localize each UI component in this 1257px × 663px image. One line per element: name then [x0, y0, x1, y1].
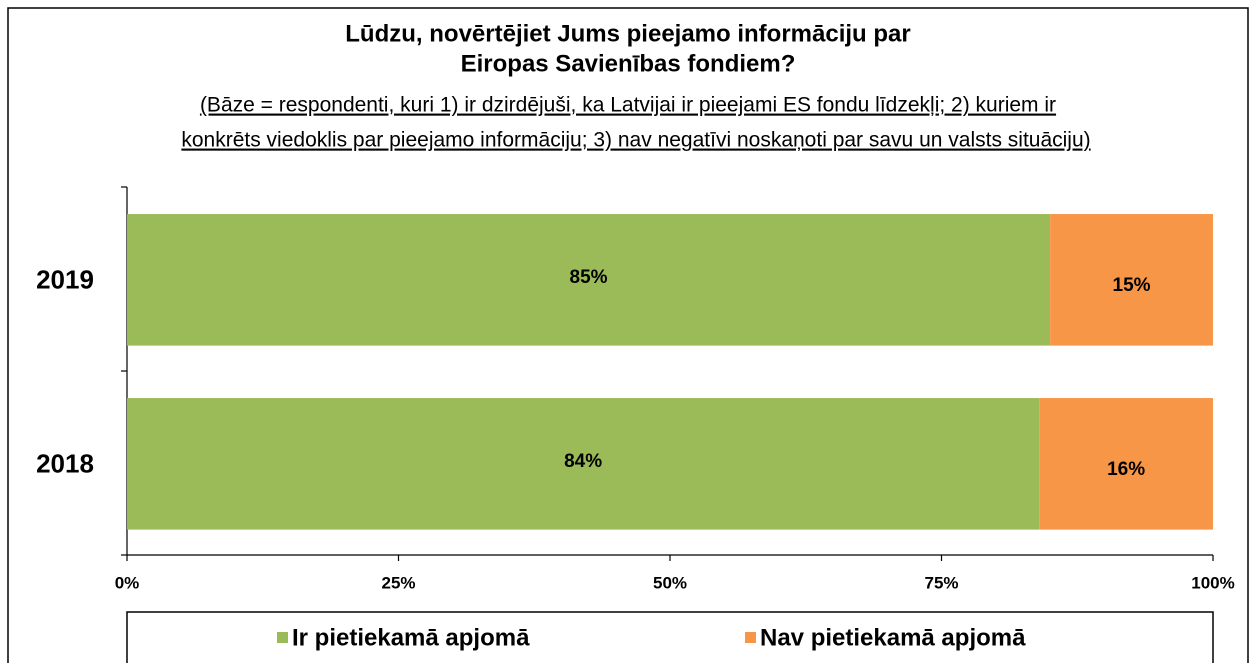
bar-segment	[1050, 214, 1213, 346]
x-tick-label: 0%	[115, 573, 140, 592]
bar-segment	[1039, 398, 1213, 530]
legend-label: Nav pietiekamā apjomā	[760, 624, 1026, 651]
x-tick-label: 50%	[653, 573, 687, 592]
bar-segment	[127, 214, 1051, 346]
data-label: 84%	[564, 451, 602, 472]
legend-swatch	[745, 632, 756, 643]
x-tick-label: 75%	[924, 573, 958, 592]
chart-subtitle: (Bāze = respondenti, kuri 1) ir dzirdēju…	[200, 94, 1056, 117]
data-label: 15%	[1113, 275, 1151, 296]
y-tick-label: 2018	[36, 449, 94, 479]
y-tick-label: 2019	[36, 265, 94, 295]
chart-subtitle: konkrēts viedoklis par pieejamo informāc…	[181, 129, 1090, 152]
bar-segment	[127, 398, 1040, 530]
x-tick-label: 25%	[381, 573, 415, 592]
legend-label: Ir pietiekamā apjomā	[292, 624, 530, 651]
data-label: 16%	[1107, 459, 1145, 480]
x-tick-label: 100%	[1191, 573, 1234, 592]
chart-title: Lūdzu, novērtējiet Jums pieejamo informā…	[345, 20, 910, 47]
data-label: 85%	[570, 267, 608, 288]
legend-swatch	[277, 632, 288, 643]
legend-box	[126, 611, 1214, 663]
chart-title: Eiropas Savienības fondiem?	[461, 50, 796, 77]
